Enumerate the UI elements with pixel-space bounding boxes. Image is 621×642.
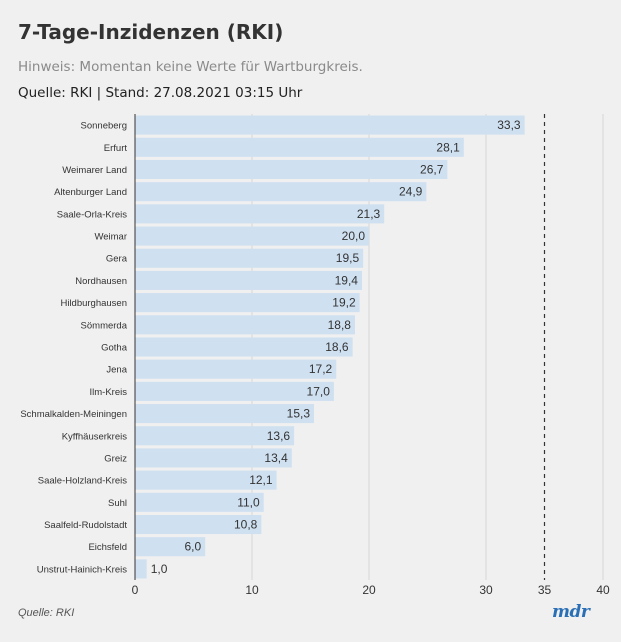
- value-labels: 33,3 28,1 26,7 24,9 21,3 20,0 19,5 19,4 19,2 18,8…: [151, 118, 521, 576]
- category-label: Altenburger Land: [54, 187, 127, 198]
- value-label: 17,0: [307, 384, 331, 398]
- bar: [135, 115, 525, 135]
- category-label: Eichsfeld: [88, 542, 127, 553]
- value-label: 12,1: [249, 473, 273, 487]
- chart-title: 7-Tage-Inzidenzen (RKI): [18, 20, 284, 44]
- value-label: 18,6: [325, 340, 349, 354]
- value-label: 11,0: [237, 495, 260, 509]
- mdr-logo: mdr: [552, 602, 590, 622]
- bar: [135, 514, 262, 535]
- bars: [135, 115, 525, 579]
- x-tick-label: 10: [245, 583, 259, 597]
- category-label: Saale-Holzland-Kreis: [38, 476, 127, 487]
- value-label: 15,3: [287, 407, 311, 421]
- value-label: 13,4: [264, 451, 288, 465]
- category-label: Gera: [106, 254, 128, 265]
- value-label: 10,8: [234, 518, 258, 532]
- category-label: Sonneberg: [81, 121, 127, 132]
- value-label: 28,1: [436, 140, 460, 154]
- bar: [135, 293, 360, 313]
- category-label: Ilm-Kreis: [90, 387, 128, 398]
- bar: [135, 182, 427, 202]
- bar: [135, 559, 147, 579]
- value-label: 24,9: [399, 185, 423, 199]
- bar-chart: Sonneberg Erfurt Weimarer Land Altenburger …: [20, 114, 610, 597]
- chart-subtitle: Hinweis: Momentan keine Werte für Wartbu…: [18, 59, 363, 75]
- category-label: Erfurt: [104, 143, 128, 154]
- bar: [135, 404, 315, 424]
- value-label: 19,2: [332, 296, 356, 310]
- value-label: 18,8: [328, 318, 352, 332]
- bar: [135, 537, 206, 557]
- value-label: 19,5: [336, 251, 360, 265]
- category-label: Jena: [106, 365, 127, 376]
- category-label: Greiz: [104, 453, 127, 464]
- category-label: Kyffhäuserkreis: [62, 431, 128, 442]
- value-label: 20,0: [342, 229, 366, 243]
- value-label: 1,0: [151, 562, 168, 576]
- category-label: Sömmerda: [81, 320, 128, 331]
- category-label: Schmalkalden-Meiningen: [20, 409, 127, 420]
- category-label: Saalfeld-Rudolstadt: [44, 520, 127, 531]
- value-label: 33,3: [497, 118, 521, 132]
- source-and-date: Quelle: RKI | Stand: 27.08.2021 03:15 Uh…: [18, 85, 303, 101]
- bar: [135, 204, 385, 224]
- x-tick-labels: 0 10 20 30 35 40: [132, 583, 610, 597]
- value-label: 17,2: [309, 362, 333, 376]
- x-tick-label: 0: [132, 583, 139, 597]
- bar: [135, 448, 292, 468]
- category-label: Unstrut-Hainich-Kreis: [37, 564, 128, 575]
- value-label: 26,7: [420, 162, 444, 176]
- category-label: Nordhausen: [75, 276, 127, 287]
- bar: [135, 226, 369, 246]
- bar: [135, 492, 264, 512]
- footer-source: Quelle: RKI: [18, 607, 75, 619]
- x-tick-label: 35: [538, 583, 552, 597]
- category-label: Saale-Orla-Kreis: [57, 209, 127, 220]
- bar: [135, 470, 277, 490]
- value-label: 13,6: [267, 429, 291, 443]
- category-labels: Sonneberg Erfurt Weimarer Land Altenburger …: [20, 121, 127, 576]
- x-tick-label: 40: [596, 583, 610, 597]
- value-label: 19,4: [335, 273, 359, 287]
- bar: [135, 359, 337, 379]
- category-label: Gotha: [101, 343, 128, 354]
- category-label: Weimarer Land: [62, 165, 127, 176]
- bar: [135, 137, 464, 157]
- bar: [135, 159, 448, 180]
- bar: [135, 315, 355, 335]
- category-label: Hildburghausen: [60, 298, 127, 309]
- bar: [135, 381, 334, 401]
- bar: [135, 337, 353, 357]
- value-label: 6,0: [185, 540, 202, 554]
- bar: [135, 248, 364, 268]
- category-label: Weimar: [94, 232, 127, 243]
- category-label: Suhl: [108, 498, 127, 509]
- x-tick-label: 30: [479, 583, 493, 597]
- bar: [135, 426, 295, 446]
- x-tick-label: 20: [362, 583, 376, 597]
- bar: [135, 270, 362, 290]
- value-label: 21,3: [357, 207, 381, 221]
